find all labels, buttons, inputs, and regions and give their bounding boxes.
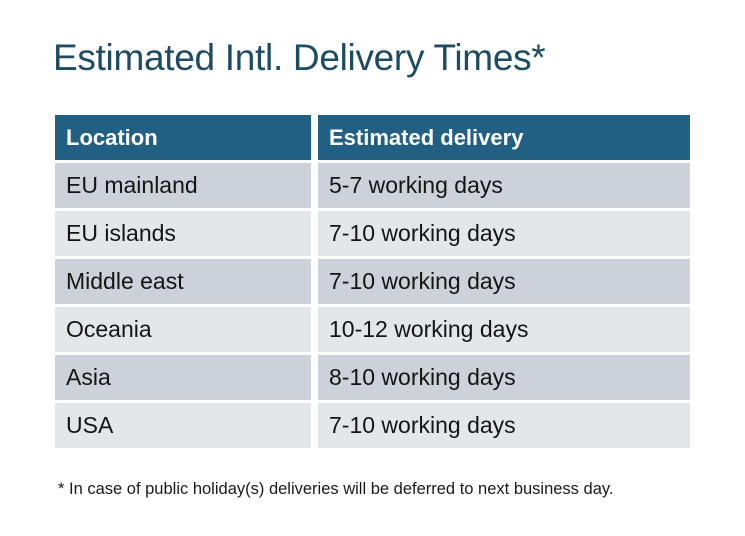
column-header-estimated-delivery: Estimated delivery [318, 115, 690, 160]
location-cell: Asia [55, 355, 311, 400]
delivery-times-table: Location Estimated delivery EU mainland … [55, 115, 690, 448]
delivery-cell: 7-10 working days [318, 259, 690, 304]
location-cell: USA [55, 403, 311, 448]
delivery-cell: 10-12 working days [318, 307, 690, 352]
page-title: Estimated Intl. Delivery Times* [53, 37, 546, 78]
location-cell: EU mainland [55, 163, 311, 208]
delivery-cell: 7-10 working days [318, 211, 690, 256]
column-header-location: Location [55, 115, 311, 160]
delivery-cell: 5-7 working days [318, 163, 690, 208]
delivery-cell: 8-10 working days [318, 355, 690, 400]
footnote: * In case of public holiday(s) deliverie… [58, 480, 614, 498]
location-cell: Middle east [55, 259, 311, 304]
delivery-cell: 7-10 working days [318, 403, 690, 448]
location-cell: Oceania [55, 307, 311, 352]
location-cell: EU islands [55, 211, 311, 256]
